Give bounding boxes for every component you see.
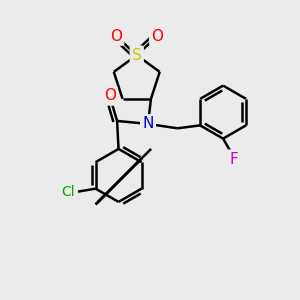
Text: F: F [229, 152, 238, 167]
Text: O: O [104, 88, 116, 104]
Text: Cl: Cl [61, 184, 75, 199]
Text: N: N [142, 116, 154, 131]
Text: S: S [132, 48, 142, 63]
Text: O: O [152, 28, 164, 44]
Text: O: O [110, 28, 122, 44]
